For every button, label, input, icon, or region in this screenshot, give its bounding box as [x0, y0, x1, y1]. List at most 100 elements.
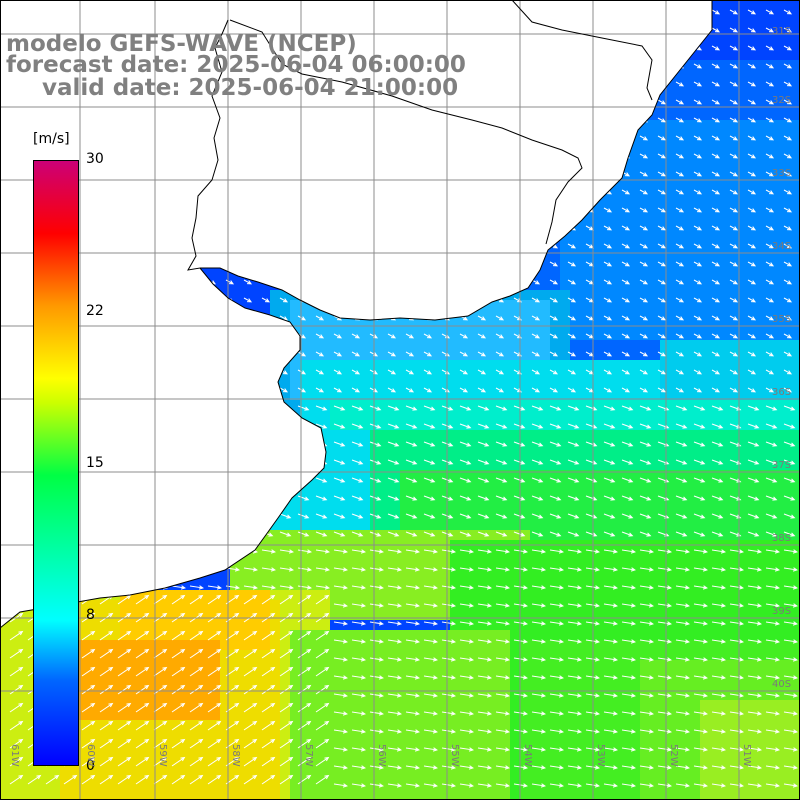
wind-arrow [351, 747, 366, 752]
wind-arrow [567, 405, 580, 411]
wind-arrow [189, 720, 204, 731]
wind-arrow [657, 621, 672, 626]
wind-arrow [567, 279, 577, 285]
wind-arrow [765, 549, 780, 554]
lon-label: 60W [85, 744, 96, 767]
wind-arrow [675, 207, 685, 213]
wind-arrow [81, 720, 96, 731]
wind-arrow [369, 639, 384, 644]
wind-arrow [639, 765, 654, 770]
wind-arrow [765, 693, 780, 698]
wind-arrow [621, 513, 634, 519]
wind-arrow [423, 405, 436, 411]
wind-arrow [711, 585, 726, 590]
wind-arrow [639, 351, 649, 357]
wind-arrow [693, 675, 708, 680]
wind-arrow [639, 333, 649, 339]
wind-arrow [477, 351, 487, 357]
wind-arrow [603, 207, 613, 213]
wind-arrow [153, 774, 168, 785]
wind-arrow [783, 729, 798, 734]
wind-arrow [729, 711, 744, 716]
wind-arrow [369, 711, 384, 716]
wind-arrow [171, 756, 186, 767]
wind-arrow [657, 747, 672, 752]
wind-arrow [765, 765, 780, 770]
wind-arrow [531, 765, 546, 770]
wind-arrow [675, 225, 685, 231]
wind-arrow [369, 567, 384, 572]
wind-arrow [747, 711, 762, 716]
wind-arrow [639, 603, 654, 608]
wind-arrow [657, 297, 667, 303]
wind-arrow [459, 657, 474, 662]
wind-arrow [675, 171, 685, 177]
wind-arrow [657, 279, 667, 285]
wind-arrow [135, 720, 150, 731]
lat-label: 31S [772, 26, 792, 37]
wind-arrow [261, 630, 276, 641]
wind-arrow [549, 783, 564, 788]
wind-arrow [9, 720, 24, 731]
wind-arrow [621, 765, 636, 770]
wind-arrow [315, 549, 330, 554]
wind-arrow [333, 387, 343, 393]
wind-arrow [711, 765, 726, 770]
wind-arrow [783, 333, 793, 339]
wind-arrow [171, 666, 186, 677]
wind-arrow [459, 711, 474, 716]
wind-arrow [207, 756, 222, 767]
wind-arrow [369, 495, 382, 501]
wind-arrow [765, 477, 778, 483]
wind-arrow [675, 549, 690, 554]
wind-arrow [657, 675, 672, 680]
wind-arrow [747, 333, 757, 339]
lat-label: 34S [772, 241, 792, 252]
wind-arrow [315, 738, 330, 749]
wind-arrow [747, 387, 757, 393]
wind-arrow [729, 387, 739, 393]
wind-arrow [729, 99, 739, 105]
wind-arrow [657, 693, 672, 698]
wind-arrow [585, 711, 600, 716]
wind-arrow [585, 657, 600, 662]
wind-arrow [711, 135, 721, 141]
wind-arrow [369, 621, 384, 626]
wind-arrow [81, 630, 96, 641]
lat-label: 38S [772, 533, 792, 544]
wind-arrow [333, 495, 346, 501]
wind-arrow [711, 405, 724, 411]
wind-arrow [549, 657, 564, 662]
wind-arrow [603, 747, 618, 752]
wind-arrow [783, 81, 793, 87]
wind-arrow [657, 567, 672, 572]
wind-arrow [603, 639, 618, 644]
wind-arrow [585, 459, 598, 465]
wind-arrow [603, 351, 613, 357]
wind-arrow [603, 279, 613, 285]
wind-arrow [495, 495, 508, 501]
wind-arrow [243, 630, 258, 641]
wind-arrow [783, 279, 793, 285]
wind-arrow [405, 729, 420, 734]
wind-arrow [531, 387, 541, 393]
wind-arrow [423, 387, 433, 393]
wind-arrow [711, 783, 726, 788]
wind-arrow [387, 513, 400, 519]
wind-arrow [153, 630, 168, 641]
wind-arrow [657, 99, 667, 105]
lon-label: 61W [9, 744, 20, 767]
wind-arrow [9, 702, 24, 713]
wind-arrow [711, 261, 721, 267]
wind-arrow [657, 315, 667, 321]
wind-arrow [351, 459, 364, 465]
wind-arrow [189, 630, 204, 641]
wind-arrow [675, 567, 690, 572]
wind-arrow [693, 549, 708, 554]
wind-arrow [639, 171, 649, 177]
wind-arrow [567, 693, 582, 698]
wind-arrow [693, 171, 703, 177]
wind-arrow [423, 711, 438, 716]
wind-arrow [657, 261, 667, 267]
wind-arrow [243, 594, 258, 605]
